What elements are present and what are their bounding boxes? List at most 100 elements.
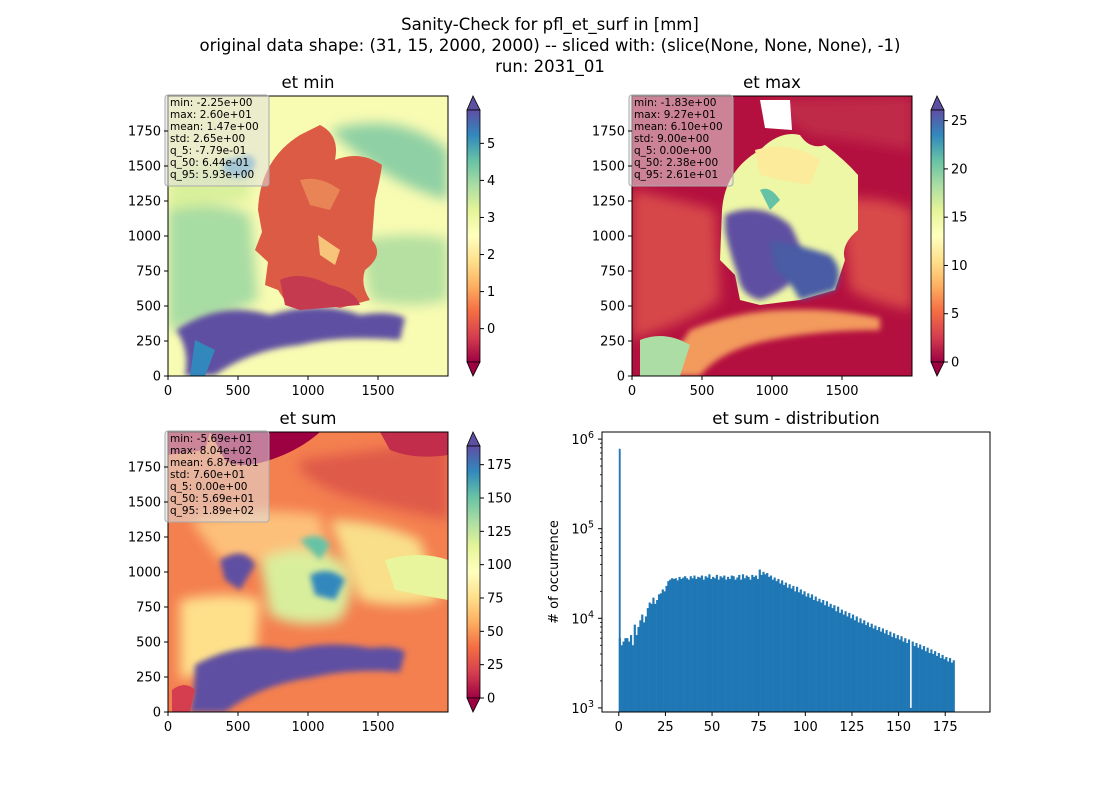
- colorbar-tick-label: 25: [951, 114, 968, 129]
- colorbar-tick-label: 100: [487, 558, 512, 573]
- histogram-bar: [833, 605, 836, 712]
- histogram-bar: [730, 575, 733, 712]
- stat-q50: q_50: 5.69e+01: [170, 493, 254, 505]
- colorbar-tick-label: 25: [487, 658, 504, 673]
- histogram-bar: [889, 631, 892, 712]
- colorbar-et-max: [930, 95, 945, 377]
- histogram-bar: [902, 641, 905, 712]
- histogram-bar: [751, 574, 754, 712]
- histogram-bar: [876, 630, 879, 712]
- x-tick-label: 0: [164, 384, 172, 399]
- colorbar-tick-label: 0: [487, 692, 495, 707]
- histogram-bar: [702, 579, 705, 712]
- histogram-bar: [887, 635, 890, 712]
- histogram-bar: [646, 608, 649, 712]
- y-tick-label: 104: [571, 609, 594, 627]
- x-tick-label: 500: [226, 720, 251, 735]
- histogram-bar: [747, 576, 750, 712]
- histogram-bar: [829, 603, 832, 712]
- histogram-bar: [911, 641, 914, 712]
- histogram-bar: [952, 660, 955, 712]
- y-tick-label: 1250: [592, 195, 625, 210]
- x-tick-label: 150: [886, 720, 911, 735]
- histogram-bar: [736, 577, 739, 712]
- histogram-bar: [878, 626, 881, 712]
- histogram-bar: [844, 611, 847, 712]
- stat-max: max: 9.27e+01: [634, 109, 716, 121]
- histogram-bar: [820, 602, 823, 712]
- y-tick-label: 1250: [128, 195, 161, 210]
- histogram-bar-peak: [618, 448, 621, 712]
- x-tick-label: 1000: [291, 720, 324, 735]
- y-axis-label: # of occurrence: [547, 520, 562, 624]
- colorbar-tick-label: 5: [487, 137, 495, 152]
- y-tick-label: 250: [136, 335, 161, 350]
- figure-title-line-2: original data shape: (31, 15, 2000, 2000…: [200, 36, 901, 55]
- histogram-bar: [693, 575, 696, 712]
- histogram-bar: [939, 658, 942, 712]
- stat-q50: q_50: 6.44e-01: [170, 157, 249, 169]
- histogram-bar: [909, 707, 912, 712]
- histogram-bar: [756, 578, 759, 712]
- figure-title-line-1: Sanity-Check for pfl_et_surf in [mm]: [401, 15, 699, 35]
- x-tick-label: 500: [690, 384, 715, 399]
- histogram-bar: [700, 575, 704, 712]
- histogram-bar: [641, 614, 644, 712]
- y-tick-label: 105: [571, 520, 594, 538]
- histogram-bar: [928, 652, 931, 712]
- stats-box-et-max: min: -1.83e+00 max: 9.27e+01 mean: 6.10e…: [628, 94, 734, 187]
- histogram-bar: [859, 618, 862, 712]
- histogram-bar: [868, 626, 871, 712]
- histogram-bar: [743, 578, 746, 712]
- histogram-bar: [643, 622, 646, 712]
- figure-title-line-3: run: 2031_01: [495, 57, 605, 77]
- histogram-bar: [857, 622, 860, 712]
- histogram-bar: [930, 649, 933, 712]
- histogram-bar: [687, 579, 690, 712]
- histogram-bar: [907, 639, 911, 712]
- histogram-bar: [816, 601, 819, 712]
- histogram-bar: [894, 638, 898, 712]
- x-tick-label: 0: [615, 720, 623, 735]
- panel-et-min: et min min: -2.25e+00 max: 2.60e+01 mean…: [164, 73, 481, 377]
- histogram-bar: [626, 638, 629, 712]
- histogram-bar: [667, 581, 670, 712]
- histogram-bar: [885, 630, 888, 712]
- y-tick-label: 103: [571, 699, 594, 717]
- histogram-bar: [797, 592, 801, 712]
- histogram-bar: [904, 638, 907, 712]
- histogram-bar: [656, 600, 659, 712]
- histogram-bar: [749, 579, 752, 712]
- histogram-bar: [943, 659, 946, 712]
- histogram-bar: [674, 578, 677, 712]
- y-tick-label: 1750: [592, 125, 625, 140]
- histogram-bar: [644, 616, 648, 712]
- histogram-bar: [672, 578, 676, 712]
- histogram-bar: [924, 651, 927, 712]
- histogram-bar: [937, 652, 940, 712]
- histogram-bar: [777, 578, 780, 712]
- colorbar-tick-label: 10: [951, 259, 968, 274]
- histogram-bar: [807, 593, 810, 712]
- histogram-bar: [760, 574, 763, 712]
- histogram-bar: [769, 575, 773, 712]
- stats-box-et-min: min: -2.25e+00 max: 2.60e+01 mean: 1.47e…: [164, 94, 270, 187]
- histogram-bar: [782, 585, 786, 712]
- colorbar-tick-label: 20: [951, 162, 968, 177]
- histogram-bar: [920, 649, 924, 712]
- stat-mean: mean: 6.87e+01: [170, 457, 259, 469]
- histogram-bar: [618, 638, 621, 712]
- histogram-bar: [855, 616, 858, 712]
- histogram-bar: [657, 594, 661, 712]
- histogram-bar: [796, 586, 799, 712]
- histogram-bar: [809, 597, 812, 712]
- histogram-bar: [697, 576, 700, 712]
- y-tick-label: 1000: [592, 230, 625, 245]
- histogram-bar: [773, 577, 776, 712]
- histogram-bar: [838, 612, 842, 712]
- stat-q5: q_5: 0.00e+00: [634, 145, 711, 157]
- histogram-bar: [732, 576, 735, 712]
- histogram-bar: [919, 644, 922, 712]
- histogram-bar: [721, 577, 724, 712]
- histogram-bar: [865, 625, 868, 712]
